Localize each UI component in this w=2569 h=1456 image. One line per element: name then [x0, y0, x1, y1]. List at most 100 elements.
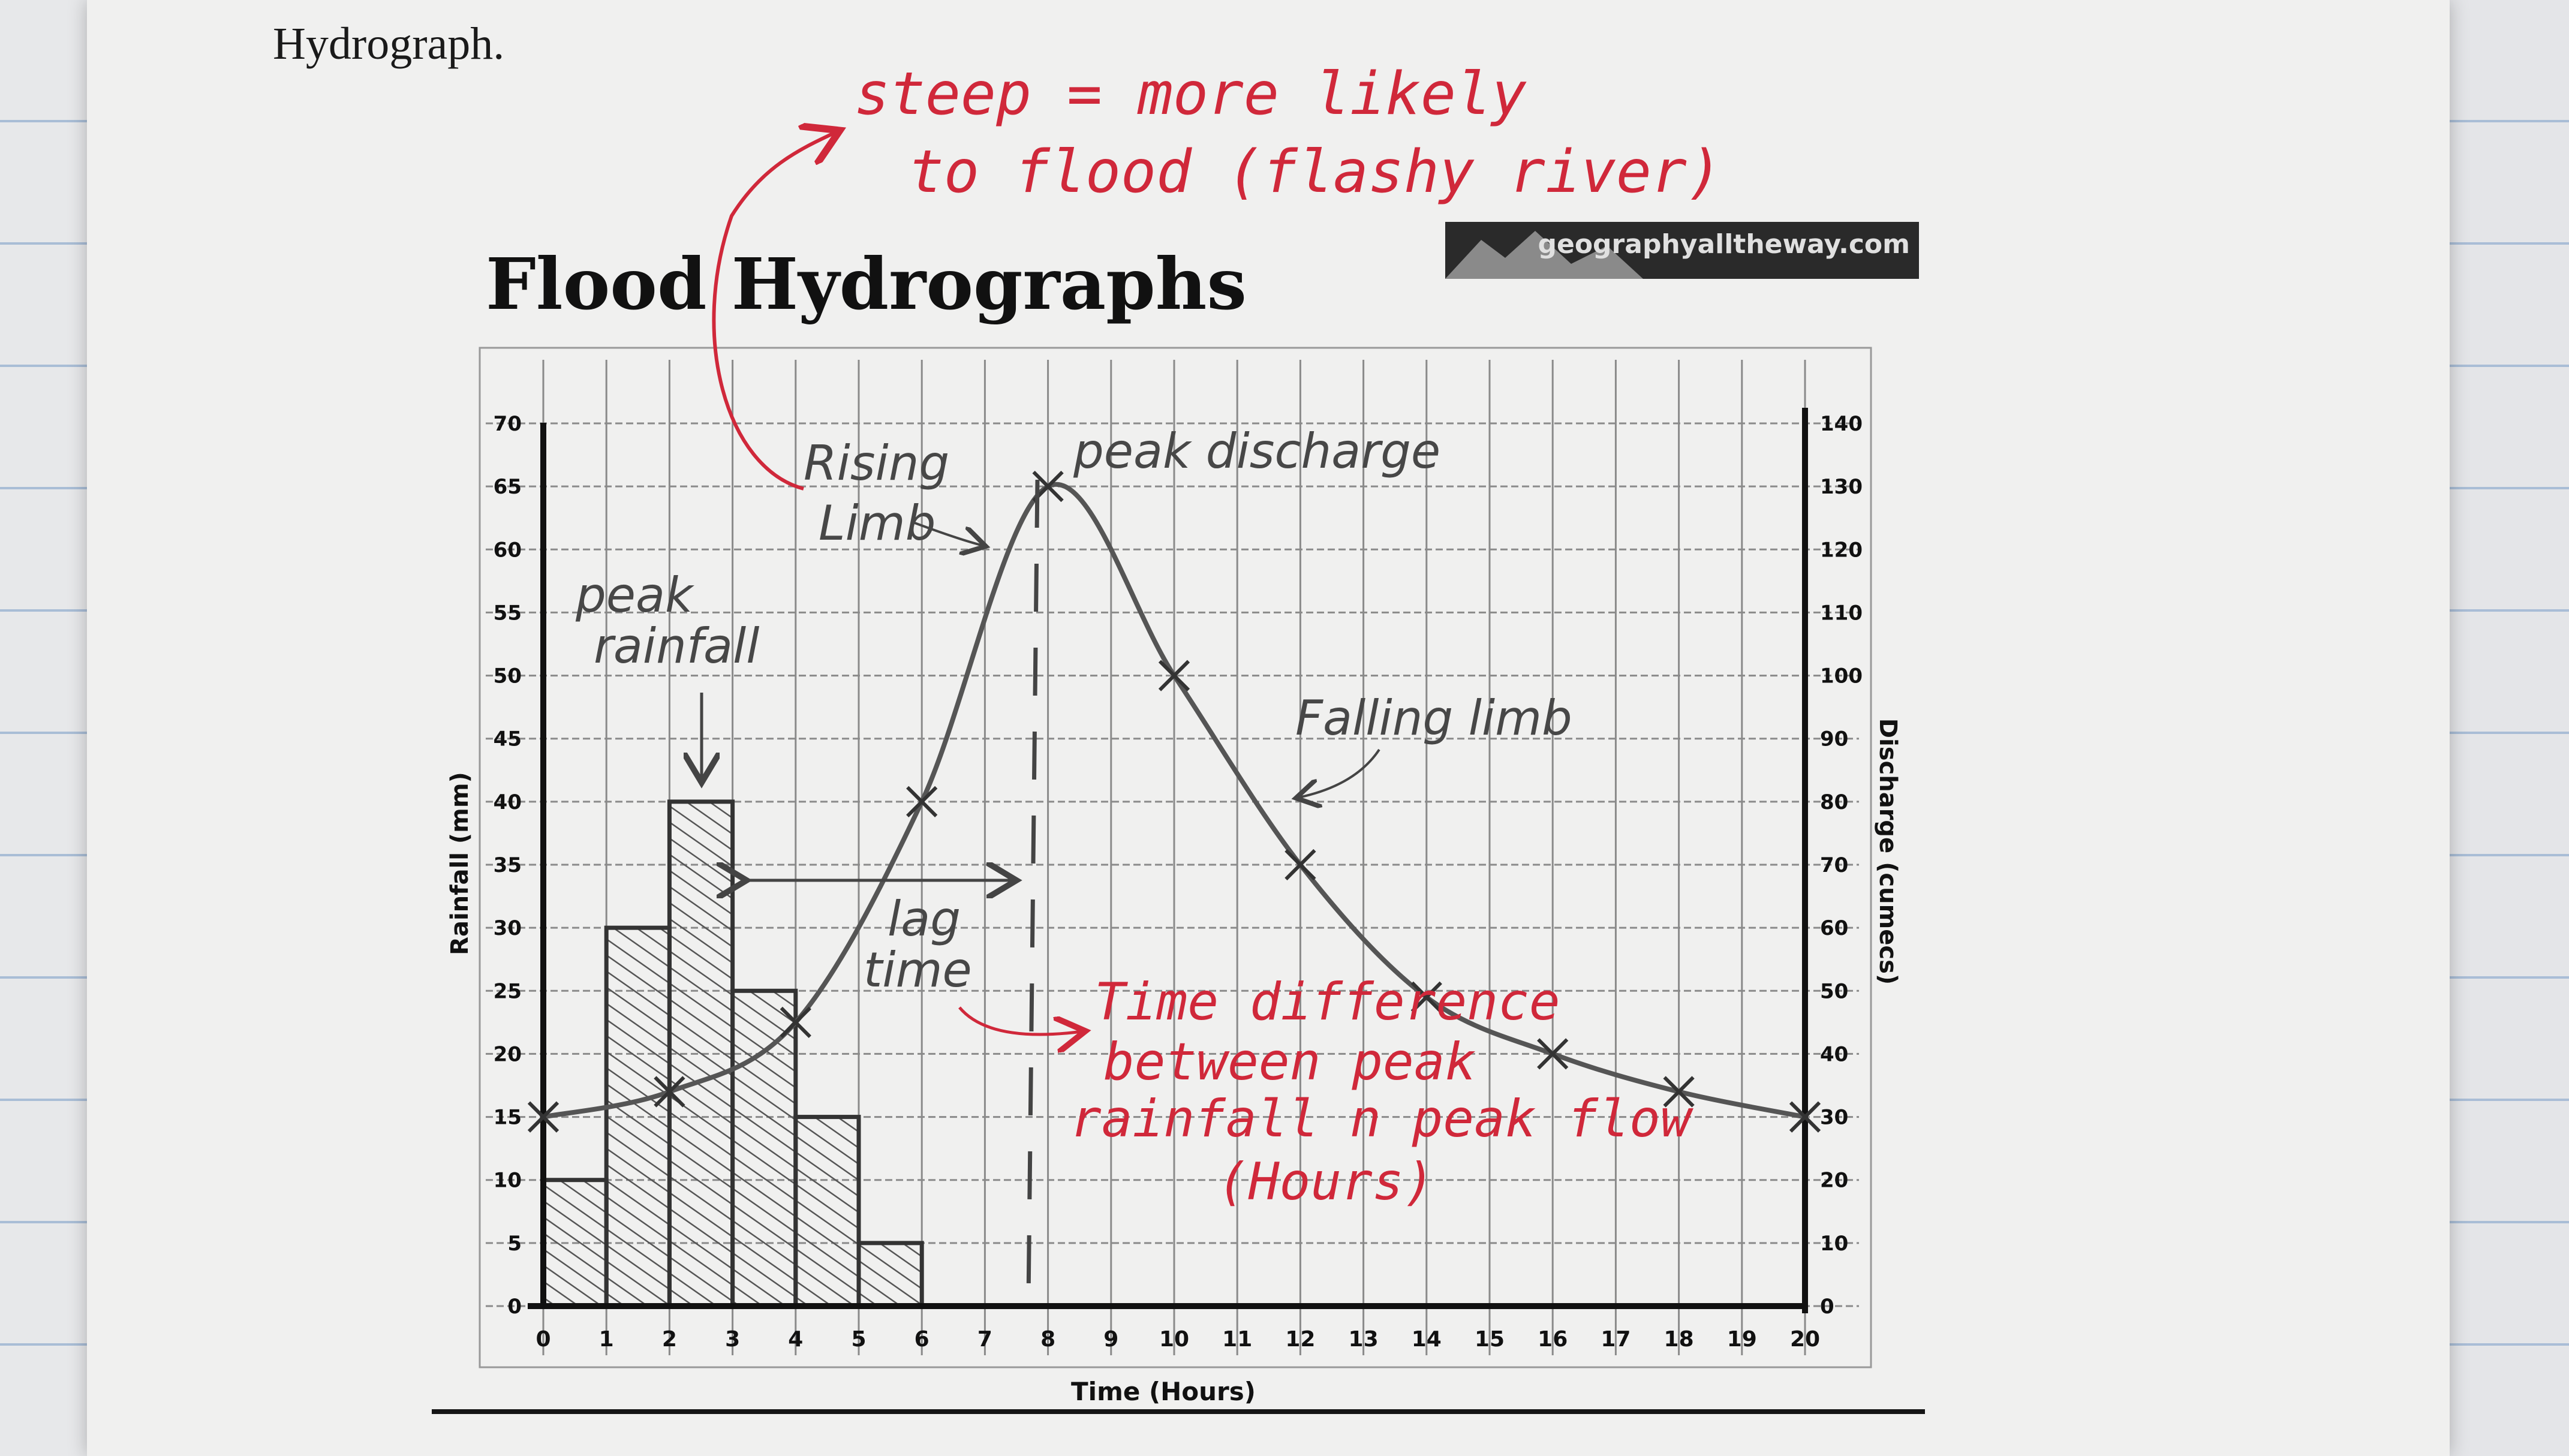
y-tick-3: 15: [494, 1106, 522, 1130]
y-tick-12: 60: [494, 538, 522, 562]
x-tick-19: 19: [1727, 1327, 1757, 1352]
y-tick-11: 55: [494, 601, 522, 625]
lag-definition-line2: between peak: [1103, 1032, 1476, 1092]
lag-definition-line4: (Hours): [1217, 1152, 1434, 1212]
rainfall-bar-1: [604, 925, 672, 1308]
y-left-tick-labels: 0 5 10 15 20 25 30 35 40 45 50 55 60 65 70: [494, 412, 522, 1319]
x-tick-1: 1: [599, 1327, 614, 1352]
x-tick-8: 8: [1040, 1327, 1055, 1352]
x-tick-10: 10: [1159, 1327, 1189, 1352]
rainfall-bar-0: [541, 1178, 609, 1308]
x-tick-0: 0: [536, 1327, 550, 1352]
x-tick-9: 9: [1103, 1327, 1118, 1352]
x-tick-4: 4: [788, 1327, 803, 1352]
discharge-point-10: [1789, 1101, 1821, 1133]
y-tick-14: 70: [494, 412, 522, 436]
y-axis-label: Rainfall (mm): [446, 772, 474, 955]
notebook-page-right: [2449, 0, 2569, 1456]
lag-time-label-line1: lag: [888, 891, 961, 947]
y2-tick-11: 110: [1820, 601, 1863, 625]
peak-rainfall-label-line2: rainfall: [594, 618, 759, 674]
rising-limb-arrow: [911, 521, 983, 546]
x-tick-13: 13: [1349, 1327, 1379, 1352]
y2-tick-13: 130: [1820, 475, 1863, 499]
discharge-point-9: [1663, 1076, 1695, 1108]
x-tick-15: 15: [1475, 1327, 1505, 1352]
x-tick-18: 18: [1664, 1327, 1694, 1352]
plot-outer-frame: [479, 347, 1872, 1368]
x-tick-labels: 0 1 2 3 4 5 6 7 8 9 10 11 12 13 14 15 16 17 18 19 20: [536, 1327, 1820, 1352]
y-tick-7: 35: [494, 853, 522, 877]
y2-axis-label: Discharge (cumecs): [1874, 718, 1902, 985]
discharge-point-3: [906, 786, 938, 817]
discharge-point-8: [1537, 1038, 1569, 1070]
y2-tick-4: 40: [1820, 1042, 1848, 1066]
intro-text: Hydrograph.: [273, 19, 505, 69]
y-tick-6: 30: [494, 916, 522, 940]
y2-tick-6: 60: [1820, 916, 1848, 940]
x-axis-label: Time (Hours): [1071, 1377, 1256, 1406]
y2-tick-9: 90: [1820, 727, 1848, 751]
x-tick-20: 20: [1790, 1327, 1820, 1352]
y-tick-13: 65: [494, 475, 522, 499]
rainfall-bar-5: [856, 1241, 924, 1308]
steep-arrow: [712, 132, 837, 491]
rainfall-bars: [541, 799, 924, 1308]
y-tick-10: 50: [494, 664, 522, 688]
x-tick-12: 12: [1285, 1327, 1315, 1352]
y2-tick-1: 10: [1820, 1232, 1848, 1256]
lag-time-label-line2: time: [864, 942, 972, 998]
discharge-point-0: [527, 1101, 559, 1133]
y2-tick-0: 0: [1820, 1295, 1834, 1319]
x-tick-17: 17: [1601, 1327, 1631, 1352]
discharge-point-2: [780, 1006, 811, 1038]
x-tick-11: 11: [1222, 1327, 1252, 1352]
discharge-point-5: [1158, 660, 1190, 691]
rising-limb-label-line1: Rising: [804, 435, 949, 491]
x-tick-6: 6: [915, 1327, 929, 1352]
peak-discharge-label: peak discharge: [1073, 423, 1440, 479]
y2-tick-10: 100: [1820, 664, 1863, 688]
y2-tick-14: 140: [1820, 412, 1863, 436]
y-tick-9: 45: [494, 727, 522, 751]
bottom-rule: [432, 1409, 1925, 1414]
y-tick-2: 10: [494, 1169, 522, 1193]
falling-limb-label: Falling limb: [1295, 690, 1572, 746]
y-tick-1: 5: [507, 1232, 522, 1256]
falling-limb-arrow: [1298, 748, 1380, 798]
y2-tick-7: 70: [1820, 853, 1848, 877]
y-tick-4: 20: [494, 1042, 522, 1066]
steep-note-line1: steep = more likely: [855, 60, 1527, 128]
chart-title: Flood Hydrographs: [486, 242, 1247, 326]
y2-tick-2: 20: [1820, 1169, 1848, 1193]
x-tick-2: 2: [662, 1327, 677, 1352]
steep-note-line2: to flood (flashy river): [909, 138, 1722, 206]
y-tick-8: 40: [494, 790, 522, 814]
lag-definition-line3: rainfall n peak flow: [1070, 1089, 1694, 1149]
y-right-tick-labels: 0 10 20 30 40 50 60 70 80 90 100 110 120 130 140: [1820, 412, 1863, 1319]
discharge-point-1: [654, 1076, 685, 1108]
worksheet: [87, 0, 2450, 1456]
rainfall-bar-2: [667, 799, 735, 1308]
rainfall-bar-4: [793, 1115, 861, 1308]
x-tick-5: 5: [851, 1327, 866, 1352]
y-tick-0: 0: [507, 1295, 522, 1319]
peak-rainfall-label-line1: peak: [575, 567, 694, 623]
y-tick-5: 25: [494, 979, 522, 1003]
logo-mountains: [1445, 231, 1643, 279]
y2-tick-12: 120: [1820, 538, 1863, 562]
discharge-points: [527, 471, 1821, 1133]
discharge-point-6: [1284, 849, 1316, 881]
lag-definition-line1: Time difference: [1094, 972, 1560, 1032]
y2-tick-5: 50: [1820, 979, 1848, 1003]
discharge-point-7: [1410, 981, 1442, 1013]
x-tick-14: 14: [1412, 1327, 1442, 1352]
logo-text: geographyalltheway.com: [1538, 229, 1910, 260]
x-tick-3: 3: [725, 1327, 740, 1352]
y2-tick-3: 30: [1820, 1106, 1848, 1130]
notebook-page-left: [0, 0, 87, 1456]
peak-discharge-dashed-line: [1026, 479, 1040, 1302]
rainfall-bar-3: [730, 988, 798, 1308]
x-tick-7: 7: [977, 1327, 992, 1352]
